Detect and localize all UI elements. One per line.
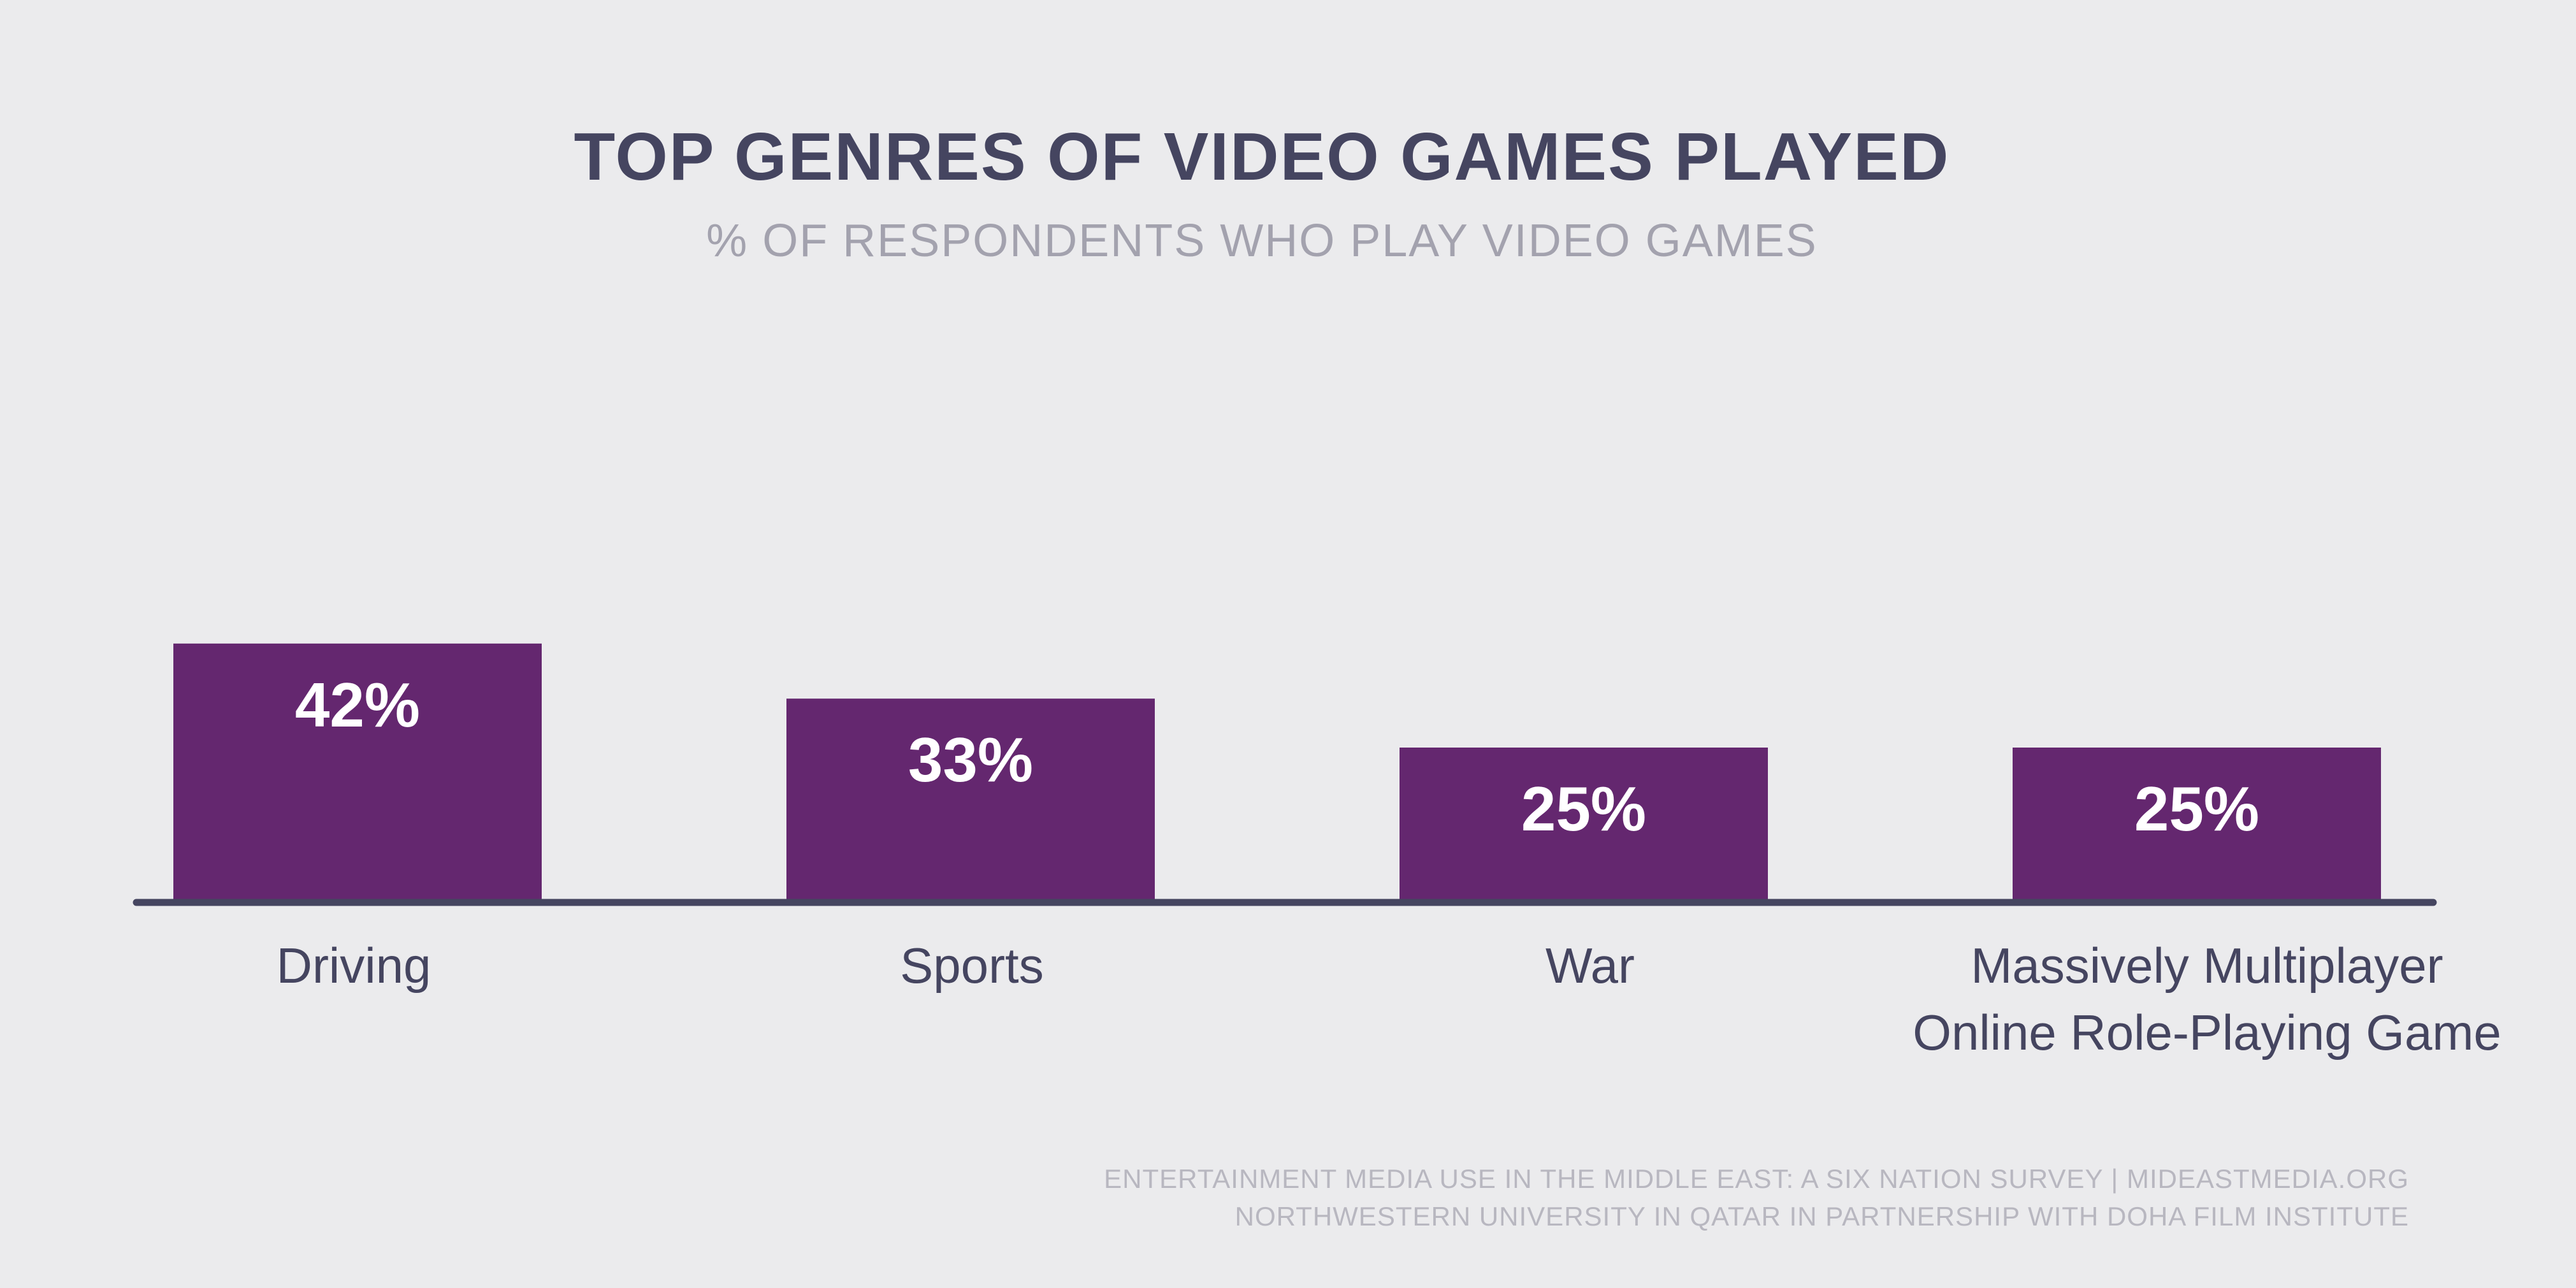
bar-value-label-war: 25% bbox=[1521, 774, 1646, 844]
category-label-driving: Driving bbox=[277, 937, 431, 994]
category-label-massively-multiplayer-online-role-playing-game-line-2: Online Role-Playing Game bbox=[1913, 1004, 2501, 1060]
source-line-2: NORTHWESTERN UNIVERSITY IN QATAR IN PART… bbox=[1235, 1201, 2409, 1231]
bar-value-label-driving: 42% bbox=[295, 670, 420, 740]
category-label-war: War bbox=[1545, 937, 1635, 994]
bars-group: 42% 33% 25% 25% bbox=[173, 643, 2381, 901]
category-label-sports: Sports bbox=[900, 937, 1043, 994]
chart-subtitle: % OF RESPONDENTS WHO PLAY VIDEO GAMES bbox=[706, 215, 1818, 266]
bar-massively-multiplayer-online-role-playing-game bbox=[2013, 748, 2381, 901]
bar-value-label-sports: 33% bbox=[908, 725, 1033, 795]
source-line-1: ENTERTAINMENT MEDIA USE IN THE MIDDLE EA… bbox=[1104, 1164, 2409, 1194]
chart-title: TOP GENRES OF VIDEO GAMES PLAYED bbox=[574, 119, 1950, 194]
bar-value-label-massively-multiplayer-online-role-playing-game: 25% bbox=[2134, 774, 2259, 844]
bar-war bbox=[1400, 748, 1768, 901]
bar-sports bbox=[786, 698, 1155, 901]
bar-driving bbox=[173, 643, 542, 901]
category-label-massively-multiplayer-online-role-playing-game-line-1: Massively Multiplayer bbox=[1971, 937, 2443, 994]
category-labels-group: Driving Sports War Massively Multiplayer Onl… bbox=[277, 937, 2501, 1060]
